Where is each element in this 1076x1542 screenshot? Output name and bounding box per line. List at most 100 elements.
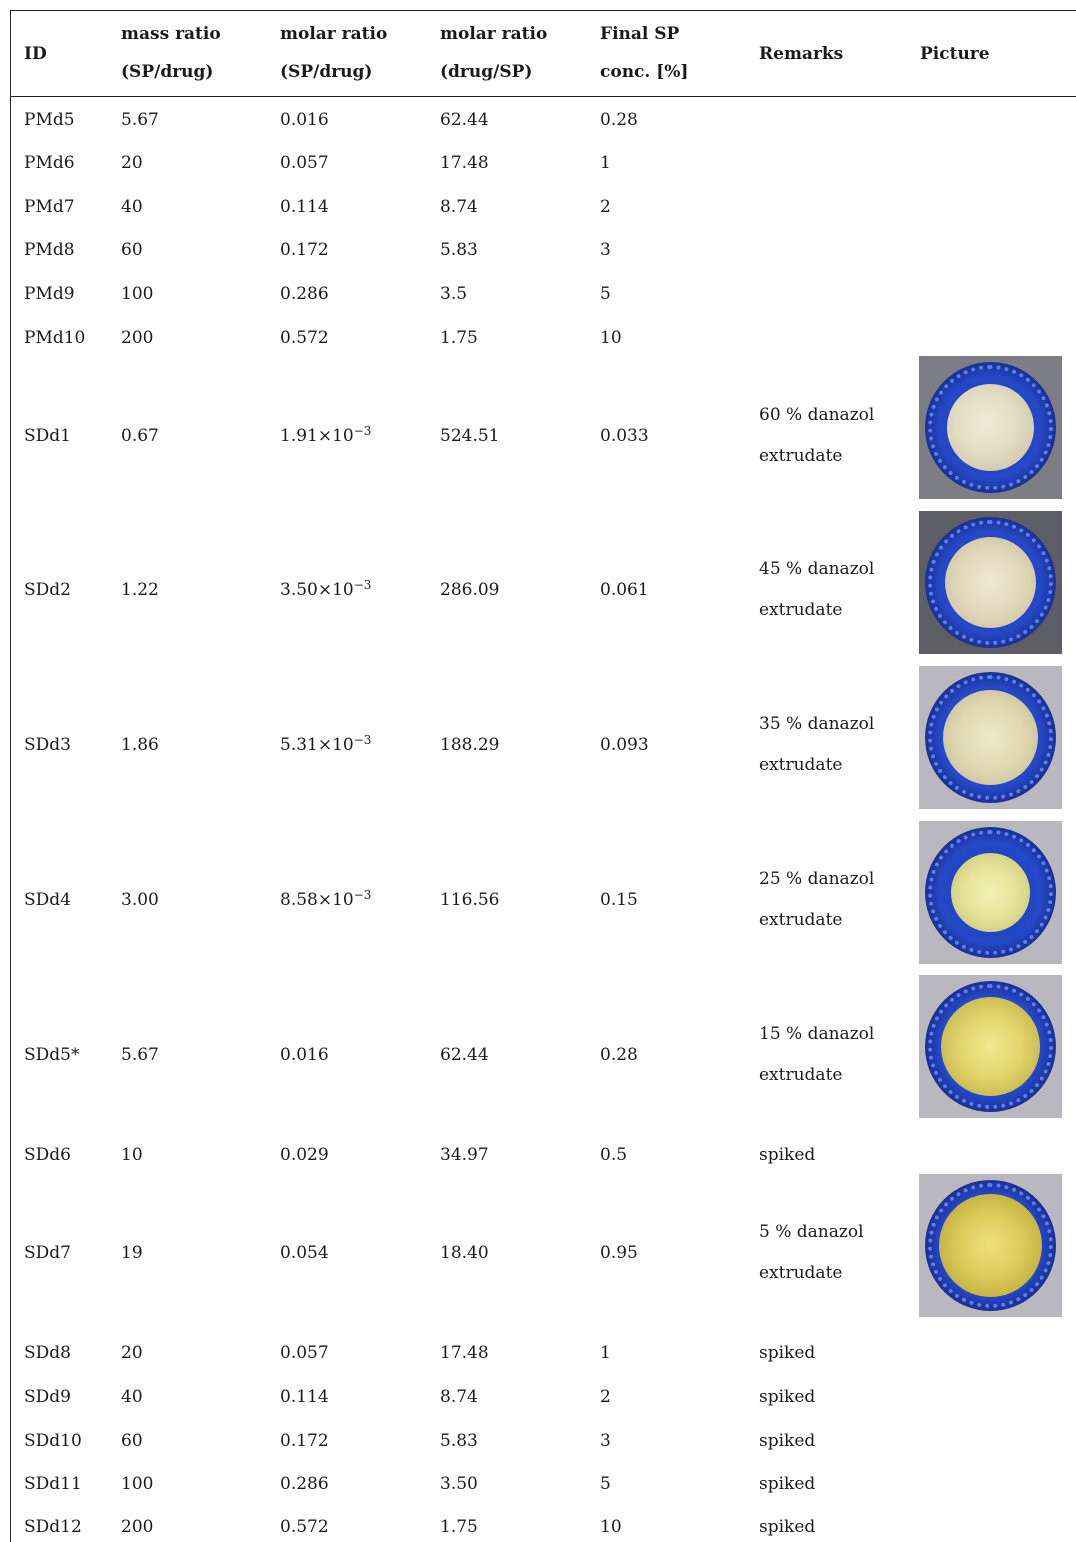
cell-mass-ratio: 60 [121, 1431, 143, 1451]
cell-molar-ratio-drug: 286.09 [440, 580, 500, 600]
cell-final-conc: 2 [600, 1387, 611, 1407]
cell-mass-ratio: 60 [121, 240, 143, 260]
cell-molar-ratio-sp: 0.172 [280, 1431, 329, 1451]
cell-molar-ratio-sp: 5.31×10−3 [280, 733, 372, 755]
cell-remark-line2: extrudate [759, 1263, 843, 1283]
cell-molar-ratio-drug: 116.56 [440, 890, 500, 910]
cell-remark-line2: extrudate [759, 600, 843, 620]
cell-molar-ratio-sp: 1.91×10−3 [280, 424, 372, 446]
header-mass-ratio-line1: mass ratio [121, 24, 221, 44]
header-mass-ratio-line2: (SP/drug) [121, 62, 214, 82]
blue-cap-icon [925, 1180, 1056, 1311]
cell-mass-ratio: 5.67 [121, 110, 159, 130]
cell-final-conc: 1 [600, 1343, 611, 1363]
cell-molar-ratio-drug: 188.29 [440, 735, 500, 755]
cell-id: SDd10 [24, 1431, 82, 1451]
cell-molar-ratio-sp: 8.58×10−3 [280, 888, 372, 910]
header-molar-ratio-drug-line1: molar ratio [440, 24, 548, 44]
cell-molar-ratio-drug: 3.5 [440, 284, 468, 304]
cell-final-conc: 1 [600, 153, 611, 173]
cell-remark: spiked [759, 1145, 816, 1165]
extrudate-photo [919, 511, 1062, 654]
cell-id: SDd6 [24, 1145, 71, 1165]
cell-molar-ratio-drug: 5.83 [440, 1431, 478, 1451]
cell-final-conc: 0.28 [600, 1045, 638, 1065]
header-final-sp-line2: conc. [%] [600, 62, 689, 82]
table-header-rule [10, 96, 1076, 97]
extrudate-photo [919, 356, 1062, 499]
cell-mass-ratio: 20 [121, 153, 143, 173]
cell-final-conc: 10 [600, 1517, 622, 1537]
cell-remark-line1: 60 % danazol [759, 405, 875, 425]
cell-molar-ratio-drug: 62.44 [440, 1045, 489, 1065]
cell-id: SDd2 [24, 580, 71, 600]
cell-id: PMd10 [24, 328, 86, 348]
cell-id: PMd9 [24, 284, 75, 304]
cell-molar-ratio-drug: 1.75 [440, 328, 478, 348]
cell-molar-ratio-drug: 62.44 [440, 110, 489, 130]
cell-molar-ratio-sp: 0.114 [280, 1387, 329, 1407]
extrudate-photo [919, 1174, 1062, 1317]
cell-molar-ratio-sp: 0.054 [280, 1243, 329, 1263]
cell-final-conc: 0.95 [600, 1243, 638, 1263]
header-molar-ratio-sp-line1: molar ratio [280, 24, 388, 44]
blue-cap-icon [925, 827, 1056, 958]
cell-remark: spiked [759, 1431, 816, 1451]
cell-mass-ratio: 40 [121, 1387, 143, 1407]
cell-remark: spiked [759, 1387, 816, 1407]
cell-remark: spiked [759, 1517, 816, 1537]
cell-id: SDd8 [24, 1343, 71, 1363]
cell-molar-ratio-sp: 0.172 [280, 240, 329, 260]
cell-id: PMd8 [24, 240, 75, 260]
cell-mass-ratio: 1.22 [121, 580, 159, 600]
header-remarks: Remarks [759, 44, 844, 64]
cell-molar-ratio-sp: 0.572 [280, 328, 329, 348]
cell-final-conc: 2 [600, 197, 611, 217]
cell-mass-ratio: 19 [121, 1243, 143, 1263]
extrudate-photo [919, 666, 1062, 809]
cell-molar-ratio-drug: 18.40 [440, 1243, 489, 1263]
cell-remark: spiked [759, 1474, 816, 1494]
cell-id: SDd4 [24, 890, 71, 910]
header-molar-ratio-sp-line2: (SP/drug) [280, 62, 373, 82]
cell-remark-line1: 25 % danazol [759, 869, 875, 889]
cell-molar-ratio-sp: 0.572 [280, 1517, 329, 1537]
cell-remark-line1: 5 % danazol [759, 1222, 864, 1242]
header-id: ID [24, 44, 47, 64]
cell-molar-ratio-sp: 3.50×10−3 [280, 578, 372, 600]
cell-remark-line2: extrudate [759, 755, 843, 775]
extrudate-photo [919, 821, 1062, 964]
cell-mass-ratio: 1.86 [121, 735, 159, 755]
cell-molar-ratio-sp: 0.016 [280, 1045, 329, 1065]
cell-molar-ratio-drug: 3.50 [440, 1474, 478, 1494]
cell-mass-ratio: 40 [121, 197, 143, 217]
cell-mass-ratio: 200 [121, 328, 154, 348]
table-left-rule [10, 10, 11, 1542]
cell-mass-ratio: 100 [121, 284, 154, 304]
cell-mass-ratio: 3.00 [121, 890, 159, 910]
cell-molar-ratio-sp: 0.029 [280, 1145, 329, 1165]
cell-final-conc: 0.033 [600, 426, 649, 446]
cell-id: SDd1 [24, 426, 71, 446]
cell-molar-ratio-sp: 0.057 [280, 1343, 329, 1363]
cell-remark: spiked [759, 1343, 816, 1363]
cell-mass-ratio: 100 [121, 1474, 154, 1494]
cell-molar-ratio-sp: 0.114 [280, 197, 329, 217]
cell-final-conc: 3 [600, 1431, 611, 1451]
cell-mass-ratio: 20 [121, 1343, 143, 1363]
cell-id: PMd5 [24, 110, 75, 130]
cell-molar-ratio-sp: 0.057 [280, 153, 329, 173]
cell-remark-line1: 15 % danazol [759, 1024, 875, 1044]
cell-id: SDd9 [24, 1387, 71, 1407]
cell-id: SDd5* [24, 1045, 80, 1065]
cell-remark-line2: extrudate [759, 446, 843, 466]
cell-molar-ratio-sp: 0.016 [280, 110, 329, 130]
cell-molar-ratio-drug: 34.97 [440, 1145, 489, 1165]
table-top-rule [10, 10, 1076, 11]
cell-id: SDd12 [24, 1517, 82, 1537]
cell-remark-line2: extrudate [759, 1065, 843, 1085]
cell-mass-ratio: 5.67 [121, 1045, 159, 1065]
cell-id: SDd7 [24, 1243, 71, 1263]
header-molar-ratio-drug-line2: (drug/SP) [440, 62, 533, 82]
